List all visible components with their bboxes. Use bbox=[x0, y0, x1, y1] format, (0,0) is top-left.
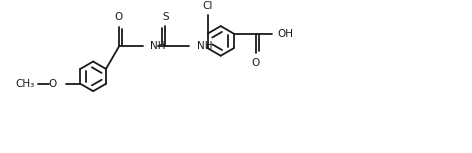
Text: O: O bbox=[115, 12, 123, 22]
Text: O: O bbox=[252, 58, 260, 68]
Text: Cl: Cl bbox=[202, 1, 213, 11]
Text: OH: OH bbox=[278, 28, 294, 39]
Text: NH: NH bbox=[197, 41, 212, 50]
Text: S: S bbox=[162, 12, 169, 22]
Text: O: O bbox=[48, 79, 57, 89]
Text: CH₃: CH₃ bbox=[15, 79, 34, 89]
Text: NH: NH bbox=[151, 41, 166, 50]
